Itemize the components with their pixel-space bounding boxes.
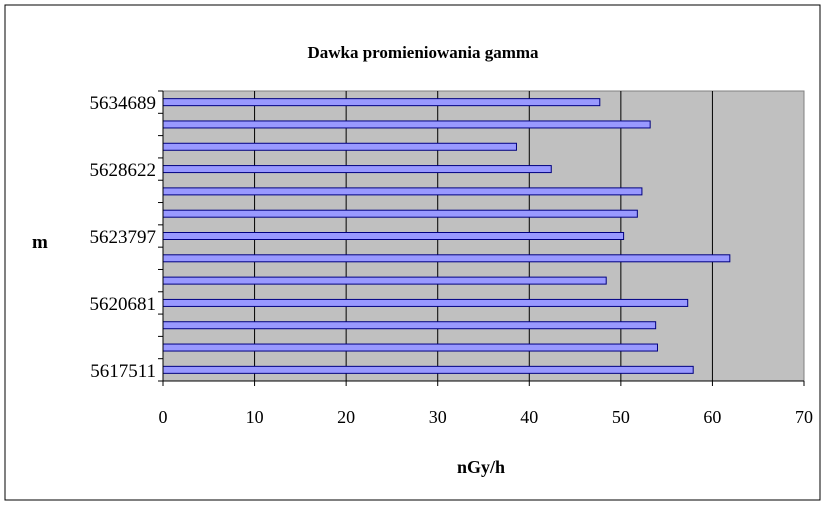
x-tick-label: 40 <box>520 407 538 427</box>
bars <box>162 98 731 374</box>
bar <box>162 232 625 240</box>
y-tick-label: 5623797 <box>90 227 157 248</box>
bar <box>162 142 517 151</box>
x-tick-labels: 0 10 20 30 40 50 60 70 <box>159 407 814 427</box>
y-tick-label: 5620681 <box>90 294 157 315</box>
x-tick-label: 20 <box>337 407 355 427</box>
bar <box>162 298 689 307</box>
y-tick-label: 5617511 <box>90 361 156 382</box>
x-tick-label: 70 <box>795 407 813 427</box>
bar <box>162 276 607 285</box>
x-tick-label: 10 <box>246 407 264 427</box>
x-tick-label: 30 <box>429 407 447 427</box>
y-tick-label: 5628622 <box>90 160 157 181</box>
bar <box>162 321 657 330</box>
y-axis-label: m <box>32 232 48 253</box>
bar <box>162 343 658 352</box>
bar <box>162 209 638 218</box>
bar <box>162 254 731 263</box>
x-tick-label: 0 <box>159 407 168 427</box>
y-tick-label: 5634689 <box>90 93 157 114</box>
bar <box>162 165 552 174</box>
x-axis-label: nGy/h <box>457 457 505 477</box>
bar <box>162 98 601 107</box>
y-tick-labels: 5634689 5628622 5623797 5620681 5617511 <box>90 93 157 382</box>
bar <box>162 187 643 196</box>
bar <box>162 120 651 129</box>
x-tick-label: 50 <box>612 407 630 427</box>
x-tick-label: 60 <box>703 407 721 427</box>
chart-title: Dawka promieniowania gamma <box>307 43 539 62</box>
axes <box>158 90 805 386</box>
bar <box>162 365 694 374</box>
